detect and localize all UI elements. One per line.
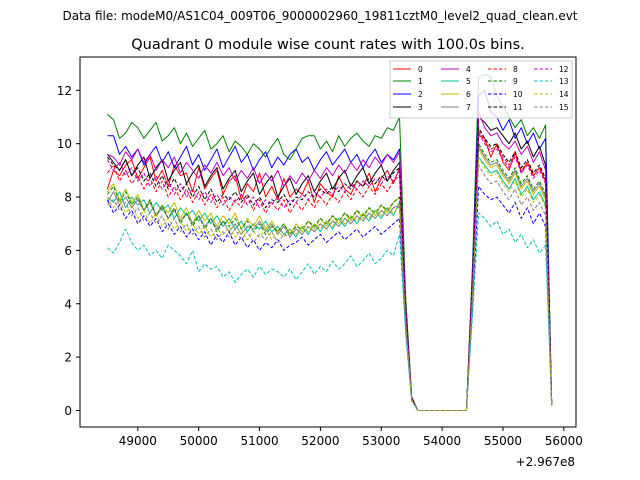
y-tick-label: 6	[64, 244, 72, 258]
series-line-2	[107, 89, 553, 411]
legend-label-6: 6	[466, 90, 471, 99]
legend-label-13: 13	[559, 77, 569, 86]
legend-label-7: 7	[466, 103, 471, 112]
series-line-12	[106, 132, 553, 411]
x-axis: 49000 50000 51000 52000 53000 54000 55000 56000	[119, 427, 583, 448]
legend-label-15: 15	[559, 103, 569, 112]
y-tick-label: 10	[57, 137, 72, 151]
series-line-4	[107, 111, 553, 411]
series-line-10	[106, 185, 553, 411]
x-tick-label: 56000	[545, 434, 583, 448]
y-tick-label: 12	[57, 84, 72, 98]
legend-label-4: 4	[466, 65, 471, 74]
x-tick-label: 51000	[240, 434, 278, 448]
legend-label-5: 5	[466, 77, 471, 86]
series-line-14	[106, 156, 553, 411]
legend-label-3: 3	[418, 103, 423, 112]
x-tick-label: 53000	[362, 434, 400, 448]
x-tick-label: 49000	[119, 434, 157, 448]
y-tick-label: 2	[64, 351, 72, 365]
y-tick-label: 4	[64, 297, 72, 311]
series-line-15	[107, 164, 553, 411]
legend-label-8: 8	[513, 65, 518, 74]
chart-title: Quadrant 0 module wise count rates with …	[131, 37, 525, 53]
plot-frame	[79, 56, 577, 428]
x-tick-label: 54000	[423, 434, 461, 448]
legend-label-0: 0	[418, 65, 423, 74]
legend-frame	[389, 60, 573, 119]
y-tick-label: 8	[64, 191, 72, 205]
x-tick-label: 55000	[484, 434, 522, 448]
legend-label-12: 12	[559, 65, 569, 74]
legend-label-9: 9	[513, 77, 518, 86]
x-tick-label: 50000	[180, 434, 218, 448]
legend-label-2: 2	[418, 90, 423, 99]
series-layer	[106, 73, 553, 411]
y-axis: 0 2 4 6 8 10 12	[57, 84, 80, 418]
x-offset-label: +2.967e8	[516, 455, 575, 469]
figure-suptitle: Data file: modeM0/AS1C04_009T06_90000029…	[62, 9, 577, 23]
series-line-13	[107, 212, 553, 411]
legend-label-1: 1	[418, 77, 423, 86]
y-tick-label: 0	[64, 404, 72, 418]
legend-label-14: 14	[559, 90, 569, 99]
x-tick-label: 52000	[301, 434, 339, 448]
legend-label-11: 11	[513, 103, 523, 112]
legend-label-10: 10	[513, 90, 523, 99]
